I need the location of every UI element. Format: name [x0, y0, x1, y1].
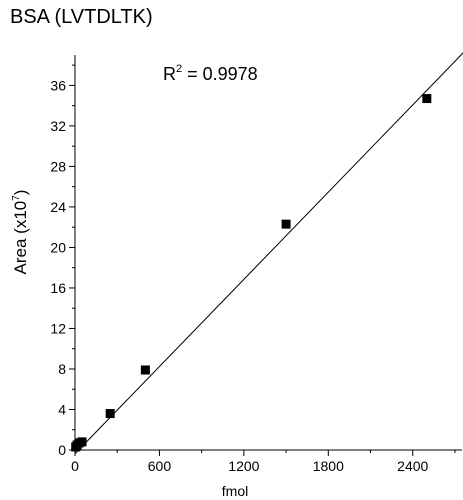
- fit-line: [74, 52, 463, 455]
- y-tick-label: 0: [58, 442, 66, 458]
- x-axis-label: fmol: [222, 483, 248, 499]
- data-point: [422, 94, 432, 104]
- data-point: [77, 437, 87, 447]
- y-tick-label: 8: [58, 361, 66, 377]
- y-axis-label-main: Area (x10: [11, 201, 30, 275]
- y-tick-label: 12: [50, 320, 66, 336]
- y-axis-label: Area (x107): [11, 190, 30, 275]
- r-squared-annotation: R2 = 0.9978: [163, 63, 258, 84]
- y-tick-label: 16: [50, 280, 66, 296]
- y-ticks: 0 4 8 12 16 20 24 28 32 36: [50, 64, 75, 458]
- y-tick-label: 20: [50, 239, 66, 255]
- data-point: [140, 365, 150, 375]
- x-tick-label: 600: [148, 458, 172, 474]
- axes: [74, 55, 462, 451]
- x-tick-label: 1200: [228, 458, 259, 474]
- x-tick-label: 0: [71, 458, 79, 474]
- y-tick-label: 24: [50, 199, 66, 215]
- y-tick-label: 28: [50, 158, 66, 174]
- data-point: [105, 409, 115, 419]
- x-tick-label: 2400: [397, 458, 428, 474]
- r-squared-sup: 2: [176, 63, 182, 75]
- y-tick-label: 36: [50, 77, 66, 93]
- x-tick-label: 1800: [313, 458, 344, 474]
- data-points: [71, 94, 432, 452]
- r-squared-prefix: R: [163, 64, 176, 84]
- y-tick-label: 32: [50, 118, 66, 134]
- y-axis-label-end: ): [11, 190, 30, 196]
- r-squared-value: = 0.9978: [182, 64, 258, 84]
- y-tick-label: 4: [58, 401, 66, 417]
- data-point: [281, 219, 291, 229]
- x-ticks: 0 600 1200 1800 2400: [71, 450, 456, 474]
- y-axis-label-sup: 7: [11, 195, 22, 201]
- chart-title: BSA (LVTDLTK): [10, 6, 153, 28]
